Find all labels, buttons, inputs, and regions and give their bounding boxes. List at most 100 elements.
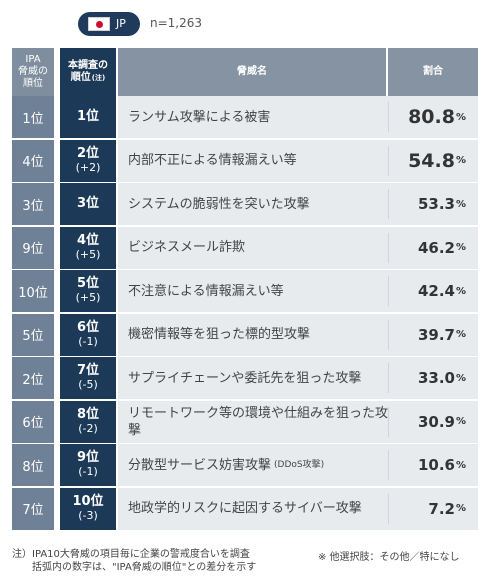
threat-name: 分散型サービス妨害攻撃 [128, 457, 272, 473]
table-row: 7位 10位 (-3) 地政学的リスクに起因するサイバー攻撃 7.2% [0, 487, 490, 532]
threat-name-cell: ビジネスメール詐欺 [118, 226, 388, 269]
percentage-unit: % [455, 372, 466, 384]
percentage-value: 33.0 [417, 369, 455, 387]
threat-name: リモートワーク等の環境や仕組みを狙った攻撃 [128, 405, 389, 438]
percentage-value: 10.6 [417, 456, 455, 474]
threat-name: ランサム攻撃による被害 [128, 109, 271, 125]
percentage-unit: % [455, 198, 466, 210]
percentage-value: 7.2 [428, 499, 455, 518]
footnote-line-2: 括弧内の数字は、"IPA脅威の順位"との差分を示す [12, 562, 257, 573]
percentage-cell: 54.8% [388, 139, 478, 182]
survey-rank-cell: 3位 [60, 183, 116, 225]
column-divider [388, 319, 389, 350]
percentage-value: 53.3 [417, 195, 455, 213]
column-divider [388, 450, 389, 480]
header-ipa-rank: IPA 脅威の 順位 [12, 48, 54, 96]
header-survey-rank-wrap: 本調査の 順位(注) [68, 60, 108, 84]
survey-rank-cell: 1位 [60, 96, 116, 138]
survey-rank-cell: 5位 (+5) [60, 270, 116, 312]
header-percentage: 割合 [388, 48, 478, 96]
threat-name-sub: (DDoS攻撃) [274, 459, 325, 470]
ipa-rank-cell: 2位 [12, 357, 54, 399]
threat-name: ビジネスメール詐欺 [128, 240, 246, 255]
survey-rank-value: 10位 [72, 493, 104, 509]
ipa-rank-cell: 3位 [12, 183, 54, 225]
threat-name-cell: サプライチェーンや委託先を狙った攻撃 [118, 357, 388, 399]
survey-rank-cell: 7位 (-5) [60, 357, 116, 399]
threat-name: サプライチェーンや委託先を狙った攻撃 [128, 370, 362, 386]
survey-rank-cell: 8位 (-2) [60, 400, 116, 443]
percentage-unit: % [455, 155, 466, 166]
header-threat-name: 脅威名 [118, 48, 386, 96]
ipa-rank-cell: 4位 [12, 139, 54, 182]
rank-diff: (-3) [78, 508, 98, 522]
country-badge: JP [78, 12, 140, 36]
japan-flag-icon [88, 17, 110, 31]
column-divider [388, 189, 389, 219]
threat-name-cell: システムの脆弱性を突いた攻撃 [118, 183, 388, 225]
ipa-rank-cell: 5位 [12, 313, 54, 356]
percentage-cell: 53.3% [388, 183, 478, 225]
survey-rank-value: 8位 [76, 406, 100, 422]
percentage-cell: 80.8% [388, 96, 478, 138]
header-ipa-rank-label: IPA 脅威の 順位 [18, 54, 48, 89]
ipa-rank-cell: 10位 [12, 270, 54, 312]
table-row: 10位 5位 (+5) 不注意による情報漏えい等 42.4% [0, 270, 490, 314]
country-code: JP [116, 17, 126, 30]
column-divider [388, 145, 389, 176]
percentage-cell: 30.9% [388, 400, 478, 443]
survey-rank-cell: 10位 (-3) [60, 487, 116, 530]
threat-name-cell: ランサム攻撃による被害 [118, 96, 388, 138]
column-divider [388, 493, 389, 524]
threat-name-cell: 不注意による情報漏えい等 [118, 270, 388, 312]
threat-name-cell: 機密情報等を狙った標的型攻撃 [118, 313, 388, 356]
survey-rank-value: 7位 [76, 363, 100, 378]
threat-name-cell: 地政学的リスクに起因するサイバー攻撃 [118, 487, 388, 530]
threat-name: 地政学的リスクに起因するサイバー攻撃 [128, 501, 362, 516]
threat-name-cell: 内部不正による情報漏えい等 [118, 139, 388, 182]
threat-name: 機密情報等を狙った標的型攻撃 [128, 327, 311, 342]
survey-rank-cell: 9位 (-1) [60, 444, 116, 486]
percentage-unit: % [455, 329, 466, 340]
survey-rank-value: 1位 [76, 109, 100, 124]
header-survey-rank-note: (注) [91, 74, 106, 82]
table-row: 4位 2位 (+2) 内部不正による情報漏えい等 54.8% [0, 139, 490, 184]
header-threat-name-label: 脅威名 [237, 66, 267, 77]
percentage-value: 42.4 [417, 282, 455, 300]
table-row: 8位 9位 (-1) 分散型サービス妨害攻撃 (DDoS攻撃) 10.6% [0, 444, 490, 488]
percentage-unit: % [455, 459, 466, 471]
column-divider [388, 102, 389, 132]
rank-diff: (-1) [78, 334, 98, 348]
percentage-value: 80.8 [408, 106, 455, 128]
other-options-note: ※ 他選択肢：その他／特になし [318, 552, 460, 563]
column-divider [388, 232, 389, 263]
percentage-cell: 33.0% [388, 357, 478, 399]
rank-diff: (+5) [75, 291, 101, 304]
ipa-rank-cell: 1位 [12, 96, 54, 138]
percentage-value: 39.7 [417, 325, 455, 344]
percentage-unit: % [455, 503, 466, 514]
percentage-value: 46.2 [417, 238, 455, 257]
percentage-cell: 42.4% [388, 270, 478, 312]
survey-rank-cell: 4位 (+5) [60, 226, 116, 269]
table-row: 1位 1位 ランサム攻撃による被害 80.8% [0, 96, 490, 140]
table-row: 6位 8位 (-2) リモートワーク等の環境や仕組みを狙った攻撃 30.9% [0, 400, 490, 445]
survey-rank-value: 9位 [76, 450, 100, 465]
percentage-unit: % [455, 242, 466, 253]
table-row: 9位 4位 (+5) ビジネスメール詐欺 46.2% [0, 226, 490, 271]
footnote-line-1: 注）IPA10大脅威の項目毎に企業の警戒度合いを調査 [12, 549, 250, 560]
column-divider [388, 406, 389, 437]
threat-name: 内部不正による情報漏えい等 [128, 153, 297, 168]
threat-name: システムの脆弱性を突いた攻撃 [128, 196, 310, 212]
table-row: 2位 7位 (-5) サプライチェーンや委託先を狙った攻撃 33.0% [0, 357, 490, 401]
percentage-cell: 39.7% [388, 313, 478, 356]
survey-rank-cell: 2位 (+2) [60, 139, 116, 182]
percentage-value: 54.8 [408, 149, 455, 172]
threat-name-cell: 分散型サービス妨害攻撃 (DDoS攻撃) [118, 444, 388, 486]
column-divider [388, 276, 389, 306]
percentage-cell: 10.6% [388, 444, 478, 486]
header-percentage-label: 割合 [423, 66, 443, 77]
ipa-rank-cell: 6位 [12, 400, 54, 443]
rank-diff: (-2) [78, 421, 98, 435]
rank-diff: (+5) [75, 247, 101, 261]
